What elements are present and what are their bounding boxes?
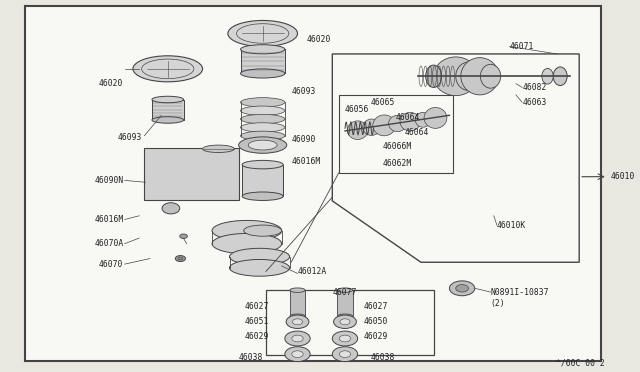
Text: 46012A: 46012A <box>298 267 327 276</box>
Ellipse shape <box>337 314 353 318</box>
Ellipse shape <box>242 160 284 169</box>
Ellipse shape <box>388 115 406 132</box>
Text: 46090N: 46090N <box>94 176 124 185</box>
Circle shape <box>180 234 188 238</box>
Ellipse shape <box>433 57 478 96</box>
Ellipse shape <box>202 145 234 153</box>
Ellipse shape <box>424 108 447 128</box>
Text: N0891I-10837: N0891I-10837 <box>491 288 549 296</box>
Ellipse shape <box>212 220 282 241</box>
Ellipse shape <box>292 351 303 357</box>
Ellipse shape <box>244 225 282 236</box>
Ellipse shape <box>339 335 351 342</box>
Ellipse shape <box>461 58 499 95</box>
Ellipse shape <box>332 347 358 362</box>
Circle shape <box>175 256 186 262</box>
Text: 46064: 46064 <box>396 113 420 122</box>
Text: 46027: 46027 <box>364 302 388 311</box>
Ellipse shape <box>241 69 285 78</box>
Text: 46082: 46082 <box>522 83 547 92</box>
Bar <box>266 290 433 355</box>
Ellipse shape <box>481 64 500 88</box>
Ellipse shape <box>241 115 285 124</box>
Ellipse shape <box>373 115 396 136</box>
Ellipse shape <box>242 192 284 201</box>
Circle shape <box>449 281 475 296</box>
Text: 46016M: 46016M <box>291 157 321 166</box>
Ellipse shape <box>152 96 184 103</box>
Text: 46016M: 46016M <box>94 215 124 224</box>
Ellipse shape <box>348 121 368 140</box>
Ellipse shape <box>241 98 285 107</box>
Text: 46027: 46027 <box>244 302 269 311</box>
Ellipse shape <box>212 234 282 254</box>
Ellipse shape <box>248 140 277 150</box>
Text: 46056: 46056 <box>345 105 369 114</box>
Ellipse shape <box>285 347 310 362</box>
Ellipse shape <box>542 68 553 84</box>
Bar <box>337 290 353 316</box>
Ellipse shape <box>340 319 350 325</box>
Ellipse shape <box>290 288 305 292</box>
Text: 46070A: 46070A <box>94 239 124 248</box>
Text: 46050: 46050 <box>364 317 388 326</box>
Text: 46020: 46020 <box>307 35 332 44</box>
Ellipse shape <box>241 131 285 141</box>
Text: 46038: 46038 <box>238 353 262 362</box>
Text: 46064: 46064 <box>405 128 429 137</box>
Text: 46038: 46038 <box>371 353 395 362</box>
Text: 46077: 46077 <box>332 288 356 296</box>
FancyBboxPatch shape <box>145 148 239 200</box>
Text: 46029: 46029 <box>244 332 269 341</box>
Ellipse shape <box>363 119 380 135</box>
Text: ^/60C 00 2: ^/60C 00 2 <box>556 358 605 367</box>
Ellipse shape <box>400 112 420 131</box>
Ellipse shape <box>133 56 202 82</box>
Ellipse shape <box>241 106 285 115</box>
Text: 46010K: 46010K <box>497 221 526 230</box>
Ellipse shape <box>228 20 298 46</box>
Text: 46051: 46051 <box>244 317 269 326</box>
Text: 46093: 46093 <box>291 87 316 96</box>
Ellipse shape <box>456 62 481 90</box>
Text: 46071: 46071 <box>509 42 534 51</box>
Ellipse shape <box>241 123 285 132</box>
Ellipse shape <box>152 117 184 123</box>
Ellipse shape <box>292 335 303 342</box>
Text: 46062M: 46062M <box>383 159 412 168</box>
Bar <box>242 165 284 196</box>
Text: 46090: 46090 <box>291 135 316 144</box>
Ellipse shape <box>339 351 351 357</box>
Text: 46029: 46029 <box>364 332 388 341</box>
Ellipse shape <box>239 137 287 153</box>
Ellipse shape <box>332 331 358 346</box>
Ellipse shape <box>286 315 309 328</box>
Ellipse shape <box>426 65 442 87</box>
Ellipse shape <box>333 315 356 328</box>
Ellipse shape <box>285 331 310 346</box>
Text: 46020: 46020 <box>99 79 124 88</box>
Bar <box>152 100 184 120</box>
Ellipse shape <box>230 260 289 276</box>
Text: 46093: 46093 <box>118 133 143 142</box>
Bar <box>241 49 285 74</box>
Text: 46070: 46070 <box>99 260 124 269</box>
Ellipse shape <box>553 67 567 86</box>
Ellipse shape <box>337 288 353 292</box>
Circle shape <box>178 257 183 260</box>
Circle shape <box>456 285 468 292</box>
Ellipse shape <box>241 45 285 54</box>
Bar <box>290 290 305 316</box>
Ellipse shape <box>292 319 303 325</box>
Text: (2): (2) <box>491 299 505 308</box>
Text: 46010: 46010 <box>611 172 636 181</box>
Text: 46065: 46065 <box>371 98 395 107</box>
Ellipse shape <box>230 248 289 265</box>
Ellipse shape <box>290 314 305 318</box>
Text: 46066M: 46066M <box>383 142 412 151</box>
Text: 46063: 46063 <box>522 98 547 107</box>
Ellipse shape <box>162 203 180 214</box>
Ellipse shape <box>415 112 431 127</box>
